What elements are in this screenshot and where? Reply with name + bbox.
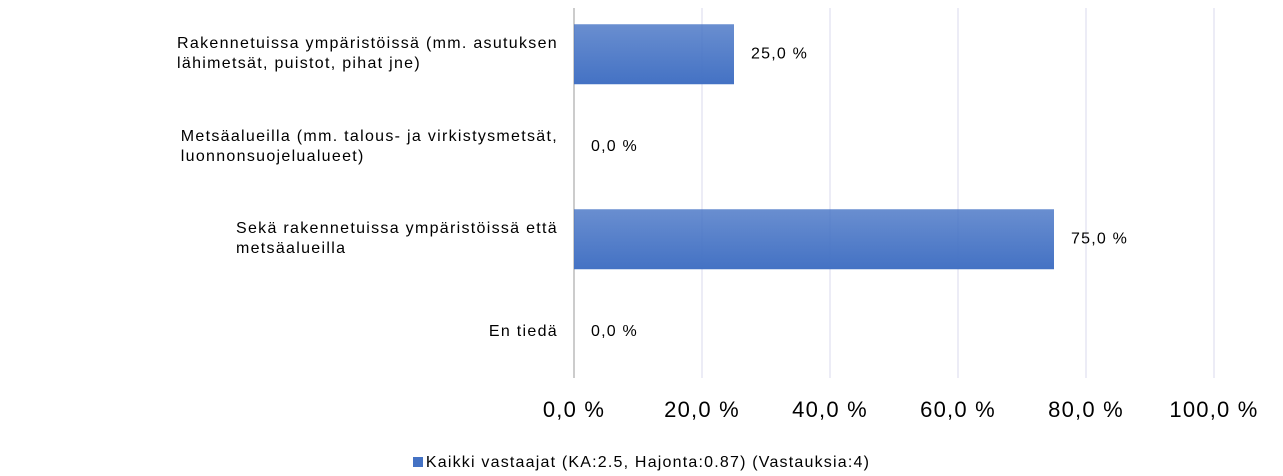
bar	[574, 24, 734, 85]
x-tick-label: 20,0 %	[664, 397, 740, 422]
value-label: 25,0 %	[751, 45, 808, 62]
value-label: 75,0 %	[1071, 230, 1128, 247]
legend: Kaikki vastaajat (KA:2.5, Hajonta:0.87) …	[0, 454, 1283, 472]
value-label: 0,0 %	[591, 323, 638, 340]
legend-swatch	[412, 457, 423, 467]
x-tick-label: 100,0 %	[1169, 397, 1258, 422]
y-tick-label: En tiedä	[488, 322, 558, 340]
x-tick-label: 60,0 %	[920, 397, 996, 422]
y-tick-label: Metsäalueilla (mm. talous- ja virkistysm…	[180, 127, 558, 165]
x-tick-label: 80,0 %	[1048, 397, 1124, 422]
y-tick-label: Rakennetuissa ympäristöissä (mm. asutuks…	[177, 35, 558, 73]
bar	[574, 209, 1054, 270]
x-tick-label: 0,0 %	[543, 397, 605, 422]
value-label: 0,0 %	[591, 138, 638, 155]
y-tick-label: Sekä rakennetuissa ympäristöissä että me…	[235, 220, 558, 258]
x-tick-label: 40,0 %	[792, 397, 868, 422]
legend-label: Kaikki vastaajat (KA:2.5, Hajonta:0.87) …	[425, 454, 871, 471]
